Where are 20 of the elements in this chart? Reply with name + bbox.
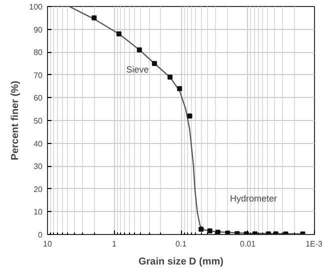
annotation: Hydrometer <box>230 194 278 204</box>
annotation: Sieve <box>126 64 149 74</box>
y-tick-label: 40 <box>34 139 44 148</box>
x-tick-label: 1 <box>112 240 118 248</box>
y-axis-title: Percent finer (%) <box>10 80 22 160</box>
y-tick-label: 0 <box>38 230 44 240</box>
y-tick-label: 10 <box>34 208 44 217</box>
y-tick-label: 80 <box>34 48 44 58</box>
y-tick-label: 70 <box>34 70 44 80</box>
y-tick-label: 60 <box>34 94 44 103</box>
x-tick-label: 0.01 <box>240 240 256 248</box>
x-tick-label: 10 <box>43 240 52 248</box>
y-tick-label: 100 <box>29 2 44 12</box>
y-tick-label: 30 <box>34 162 44 172</box>
y-tick-label: 90 <box>34 25 44 34</box>
x-tick-label: 1E-3 <box>306 240 322 248</box>
y-tick-label: 50 <box>34 116 44 126</box>
y-tick-label: 20 <box>34 184 44 194</box>
x-axis-title: Grain size D (mm) <box>138 256 224 268</box>
x-tick-label: 0.1 <box>175 240 188 248</box>
